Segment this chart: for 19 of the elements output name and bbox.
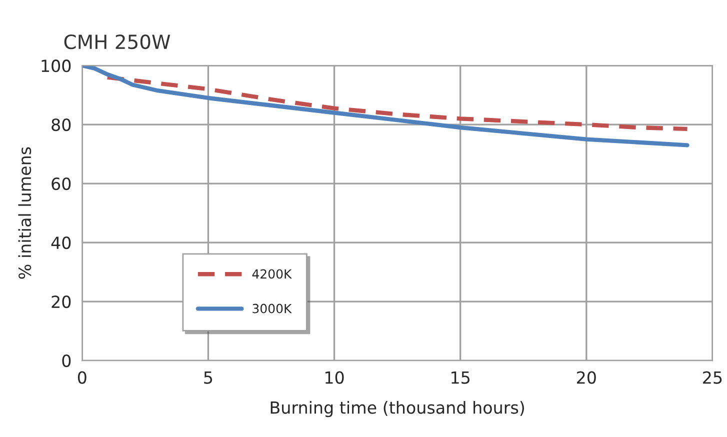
line-series (105, 75, 690, 132)
x-tick-label: 5 (204, 371, 212, 384)
x-tick-label: 10 (326, 371, 344, 384)
y-tick-label: 80 (52, 118, 71, 132)
legend-label: 4200K (252, 269, 292, 279)
y-tick-label: 20 (52, 295, 71, 308)
y-tick-label: 0 (62, 354, 71, 368)
y-axis-title: % initial lumens (18, 147, 32, 279)
legend-label: 3000K (252, 304, 292, 314)
x-tick-label: 15 (452, 371, 470, 384)
x-tick-label: 0 (78, 371, 86, 384)
x-tick-label: 20 (577, 371, 596, 384)
y-tick-label: 100 (42, 60, 71, 72)
x-tick-label: 25 (703, 371, 722, 384)
line-series (82, 66, 690, 148)
y-tick-label: 60 (52, 178, 71, 190)
y-tick-label: 40 (51, 236, 71, 250)
x-axis-title: Burning time (thousand hours) (270, 400, 524, 418)
chart-title: CMH 250W (64, 34, 170, 50)
